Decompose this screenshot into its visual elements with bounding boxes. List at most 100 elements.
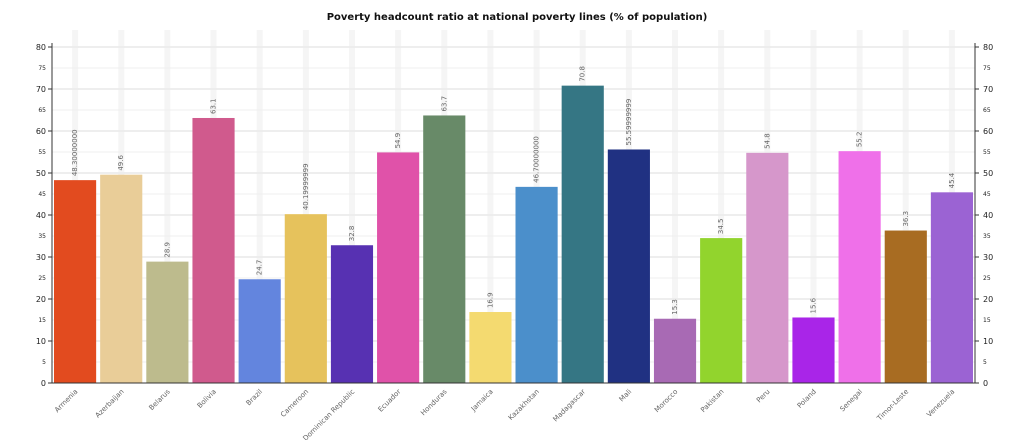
x-tick-label: Venezuela — [925, 388, 956, 419]
y-tick-label-right: 50 — [983, 169, 993, 178]
y-tick-label-left: 40 — [36, 211, 46, 220]
bar-azerbaijan — [100, 174, 143, 383]
x-tick-label: Cameroon — [279, 388, 310, 419]
axes — [48, 43, 979, 384]
data-label: 15.6 — [809, 297, 817, 313]
y-tick-label-right: 30 — [983, 253, 993, 262]
category-stripe — [902, 30, 909, 383]
bar-poland — [792, 317, 835, 383]
bars — [54, 85, 973, 384]
y-minor-tick-label-right: 65 — [983, 107, 991, 114]
x-tick-label: Bolivia — [196, 388, 218, 410]
data-label: 63.1 — [210, 98, 218, 114]
x-tick-label: Brazil — [245, 388, 265, 408]
bar-cameroon — [284, 214, 327, 383]
x-tick-label: Belarus — [148, 388, 173, 413]
data-label: 63.7 — [440, 96, 448, 112]
data-label: 46.70000000 — [533, 136, 541, 183]
x-tick-label: Pakistan — [699, 388, 725, 414]
y-minor-tick-label-right: 55 — [983, 149, 991, 156]
x-tick-label: Honduras — [419, 388, 449, 418]
category-stripe — [302, 30, 309, 383]
data-label: 36.3 — [902, 211, 910, 227]
x-tick-label: Poland — [796, 388, 818, 410]
y-tick-label-right: 60 — [983, 127, 993, 136]
bar-kazakhstan — [515, 186, 558, 383]
y-tick-label-left: 70 — [36, 85, 46, 94]
y-tick-label-left: 20 — [36, 295, 46, 304]
y-tick-label-right: 10 — [983, 337, 993, 346]
y-tick-label-left: 30 — [36, 253, 46, 262]
y-minor-tick-label-right: 45 — [983, 191, 991, 198]
y-minor-tick-label-left: 25 — [38, 275, 46, 282]
bar-senegal — [838, 151, 881, 383]
data-label: 15.3 — [671, 299, 679, 315]
x-tick-label: Peru — [755, 388, 772, 405]
data-label: 40.19999999 — [302, 163, 310, 210]
category-stripe — [810, 30, 817, 383]
y-minor-tick-label-left: 65 — [38, 107, 46, 114]
x-tick-label: Morocco — [653, 388, 679, 414]
x-tick-label: Ecuador — [377, 388, 403, 414]
bar-venezuela — [930, 192, 973, 383]
y-tick-label-left: 10 — [36, 337, 46, 346]
y-minor-tick-label-right: 25 — [983, 275, 991, 282]
data-label: 54.9 — [394, 133, 402, 149]
bar-mali — [607, 149, 650, 383]
data-label: 49.6 — [117, 155, 125, 171]
bar-timor-leste — [884, 230, 927, 383]
data-label: 48.30000000 — [71, 129, 79, 176]
x-tick-label: Senegal — [838, 388, 864, 414]
y-tick-label-right: 80 — [983, 43, 993, 52]
bar-dominican-republic — [330, 245, 374, 383]
grid-lines — [52, 46, 975, 384]
y-minor-tick-label-left: 45 — [38, 191, 46, 198]
bar-madagascar — [561, 85, 604, 383]
category-stripe — [348, 30, 355, 383]
data-label: 34.5 — [717, 219, 725, 235]
bar-honduras — [423, 115, 466, 384]
data-label: 24.7 — [256, 260, 264, 276]
bar-morocco — [653, 318, 697, 383]
y-minor-tick-label-left: 55 — [38, 149, 46, 156]
y-tick-label-left: 60 — [36, 127, 46, 136]
category-stripe — [718, 30, 725, 383]
bar-peru — [746, 152, 789, 383]
bar-bolivia — [192, 117, 235, 383]
data-label: 55.59999999 — [625, 99, 633, 146]
category-stripe — [256, 30, 263, 383]
y-minor-tick-label-right: 35 — [983, 233, 991, 240]
y-tick-label-right: 40 — [983, 211, 993, 220]
y-minor-tick-label-left: 5 — [42, 359, 46, 366]
chart-title: Poverty headcount ratio at national pove… — [326, 12, 708, 23]
y-tick-label-left: 80 — [36, 43, 46, 52]
x-tick-label: Jamaica — [469, 388, 495, 414]
y-minor-tick-label-left: 35 — [38, 233, 46, 240]
y-tick-label-right: 70 — [983, 85, 993, 94]
data-label: 54.8 — [763, 133, 771, 149]
bar-ecuador — [377, 152, 420, 383]
data-label: 28.9 — [163, 242, 171, 258]
x-tick-label: Timor-Leste — [875, 388, 910, 423]
data-label: 16.9 — [486, 292, 494, 308]
bar-armenia — [54, 180, 97, 383]
category-stripe — [487, 30, 494, 383]
bar-pakistan — [700, 238, 743, 383]
y-minor-tick-label-left: 15 — [38, 317, 46, 324]
x-tick-label: Kazakhstan — [507, 388, 541, 422]
data-label: 55.2 — [856, 132, 864, 148]
x-tick-label: Azerbaijan — [94, 388, 126, 420]
x-tick-label: Dominican Republic — [302, 388, 357, 440]
data-label: 70.8 — [579, 66, 587, 82]
y-tick-label-right: 20 — [983, 295, 993, 304]
y-minor-tick-label-right: 15 — [983, 317, 991, 324]
y-tick-label-left: 0 — [41, 379, 46, 388]
x-tick-label: Madagascar — [551, 388, 587, 424]
category-stripe — [164, 30, 171, 383]
data-label: 45.4 — [948, 172, 956, 188]
x-tick-label: Mali — [618, 388, 634, 404]
y-tick-label-left: 50 — [36, 169, 46, 178]
x-tick-label: Armenia — [53, 388, 79, 414]
